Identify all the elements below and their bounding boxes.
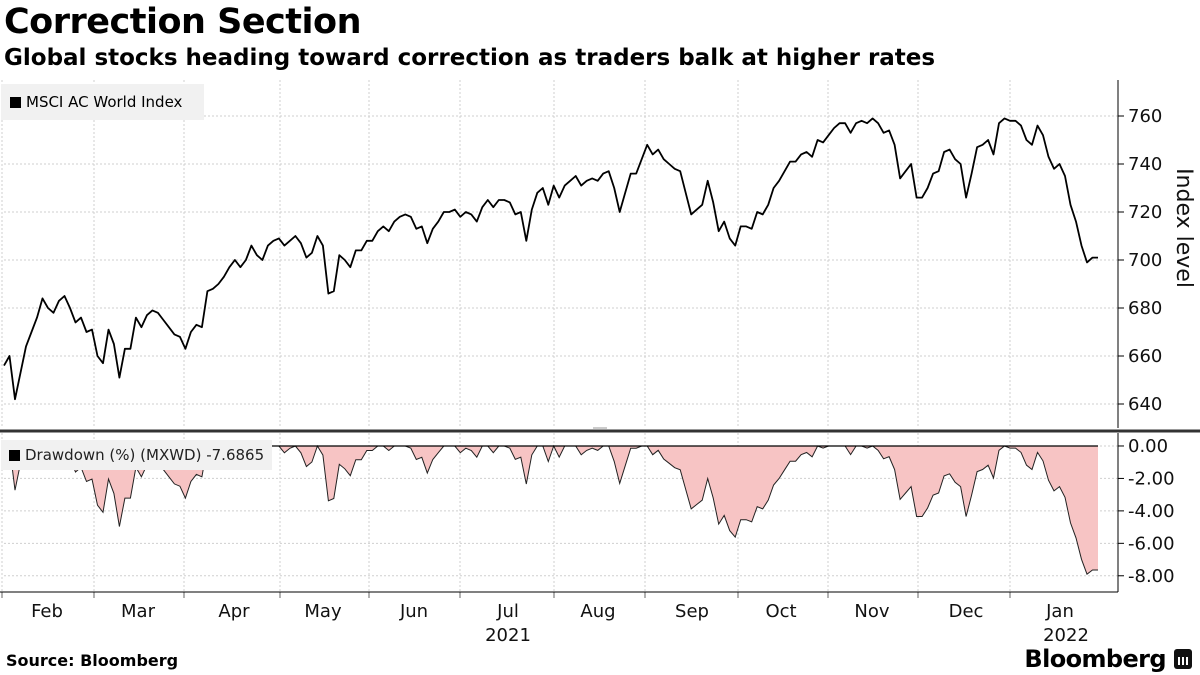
chart-title: Correction Section xyxy=(4,2,362,42)
y-tick-label: 760 xyxy=(1128,106,1162,127)
x-tick-label: Dec xyxy=(949,601,984,622)
y-tick-label: 640 xyxy=(1128,394,1162,415)
x-year-label: 2021 xyxy=(485,625,531,646)
x-tick-label: Jul xyxy=(496,601,519,622)
x-tick-label: Apr xyxy=(218,601,250,622)
y-tick-label: 740 xyxy=(1128,154,1162,175)
y-tick-label: -8.00 xyxy=(1128,566,1175,587)
x-tick-label: Feb xyxy=(31,601,63,622)
y-tick-label: 660 xyxy=(1128,346,1162,367)
x-tick-label: Mar xyxy=(121,601,156,622)
legend-drawdown: Drawdown (%) (MXWD) -7.6865 xyxy=(1,440,273,470)
legend-swatch xyxy=(10,96,21,108)
legend-msci: MSCI AC World Index xyxy=(1,84,204,120)
legend-drawdown-label: Drawdown (%) (MXWD) -7.6865 xyxy=(25,446,265,464)
x-tick-label: May xyxy=(304,601,342,622)
y-tick-label: -4.00 xyxy=(1128,501,1175,522)
y-tick-label: -6.00 xyxy=(1128,533,1175,554)
y-tick-label: 720 xyxy=(1128,202,1162,223)
source-note: Source: Bloomberg xyxy=(6,651,179,670)
x-tick-label: Oct xyxy=(765,601,796,622)
x-year-label: 2022 xyxy=(1043,625,1089,646)
terminal-icon xyxy=(1174,649,1192,669)
y-tick-label: 700 xyxy=(1128,250,1162,271)
drawdown-line xyxy=(4,444,1098,576)
chart-subtitle: Global stocks heading toward correction … xyxy=(4,45,936,71)
x-tick-label: Aug xyxy=(580,601,615,622)
y-axis-label: Index level xyxy=(1171,168,1196,288)
y-tick-label: 0.00 xyxy=(1128,436,1168,457)
legend-swatch xyxy=(9,449,20,461)
y-tick-label: 680 xyxy=(1128,298,1162,319)
x-tick-label: Jun xyxy=(399,601,428,622)
series-msci-line xyxy=(3,117,1098,401)
x-tick-label: Sep xyxy=(675,601,709,622)
y-tick-label: -2.00 xyxy=(1128,468,1175,489)
x-tick-label: Nov xyxy=(854,601,889,622)
bloomberg-logo: Bloomberg xyxy=(1024,645,1166,673)
legend-msci-label: MSCI AC World Index xyxy=(26,93,183,111)
x-tick-label: Jan xyxy=(1045,601,1074,622)
